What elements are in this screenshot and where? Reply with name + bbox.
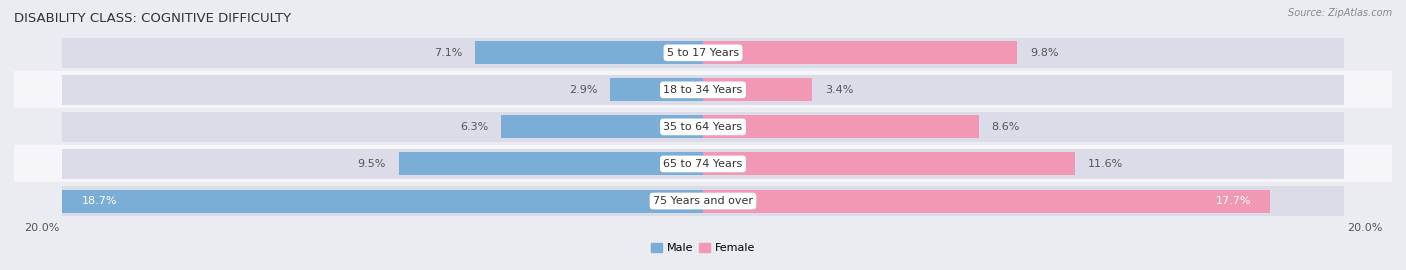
Bar bbox=[703, 115, 979, 139]
Bar bbox=[703, 41, 1017, 64]
Text: 9.5%: 9.5% bbox=[357, 159, 385, 169]
Bar bbox=[475, 41, 703, 64]
Bar bbox=[703, 153, 1074, 176]
Bar bbox=[610, 78, 703, 101]
Bar bbox=[703, 112, 1344, 142]
Text: 17.7%: 17.7% bbox=[1215, 196, 1251, 206]
Text: Source: ZipAtlas.com: Source: ZipAtlas.com bbox=[1288, 8, 1392, 18]
Bar bbox=[703, 149, 1344, 179]
Text: 75 Years and over: 75 Years and over bbox=[652, 196, 754, 206]
Bar bbox=[703, 186, 1344, 216]
Text: 2.9%: 2.9% bbox=[569, 85, 598, 95]
Bar bbox=[62, 38, 703, 68]
Bar bbox=[62, 149, 703, 179]
Text: 18 to 34 Years: 18 to 34 Years bbox=[664, 85, 742, 95]
Bar bbox=[62, 186, 703, 216]
Bar bbox=[14, 34, 1392, 71]
Bar bbox=[703, 190, 1270, 212]
Bar bbox=[703, 38, 1344, 68]
Bar bbox=[703, 75, 1344, 105]
Text: 5 to 17 Years: 5 to 17 Years bbox=[666, 48, 740, 58]
Bar bbox=[501, 115, 703, 139]
Text: 18.7%: 18.7% bbox=[82, 196, 117, 206]
Text: 6.3%: 6.3% bbox=[460, 122, 488, 132]
Bar bbox=[62, 112, 703, 142]
Bar bbox=[703, 78, 811, 101]
Bar bbox=[62, 75, 703, 105]
Text: 11.6%: 11.6% bbox=[1087, 159, 1123, 169]
Text: 65 to 74 Years: 65 to 74 Years bbox=[664, 159, 742, 169]
Bar bbox=[62, 190, 703, 212]
Bar bbox=[398, 153, 703, 176]
Bar bbox=[14, 183, 1392, 220]
Text: 9.8%: 9.8% bbox=[1029, 48, 1059, 58]
Text: 35 to 64 Years: 35 to 64 Years bbox=[664, 122, 742, 132]
Bar bbox=[14, 146, 1392, 183]
Text: 7.1%: 7.1% bbox=[434, 48, 463, 58]
Text: 8.6%: 8.6% bbox=[991, 122, 1019, 132]
Bar bbox=[14, 71, 1392, 108]
Text: 20.0%: 20.0% bbox=[1347, 222, 1382, 232]
Bar bbox=[14, 108, 1392, 146]
Text: 20.0%: 20.0% bbox=[24, 222, 59, 232]
Text: DISABILITY CLASS: COGNITIVE DIFFICULTY: DISABILITY CLASS: COGNITIVE DIFFICULTY bbox=[14, 12, 291, 25]
Text: 3.4%: 3.4% bbox=[825, 85, 853, 95]
Legend: Male, Female: Male, Female bbox=[647, 238, 759, 257]
